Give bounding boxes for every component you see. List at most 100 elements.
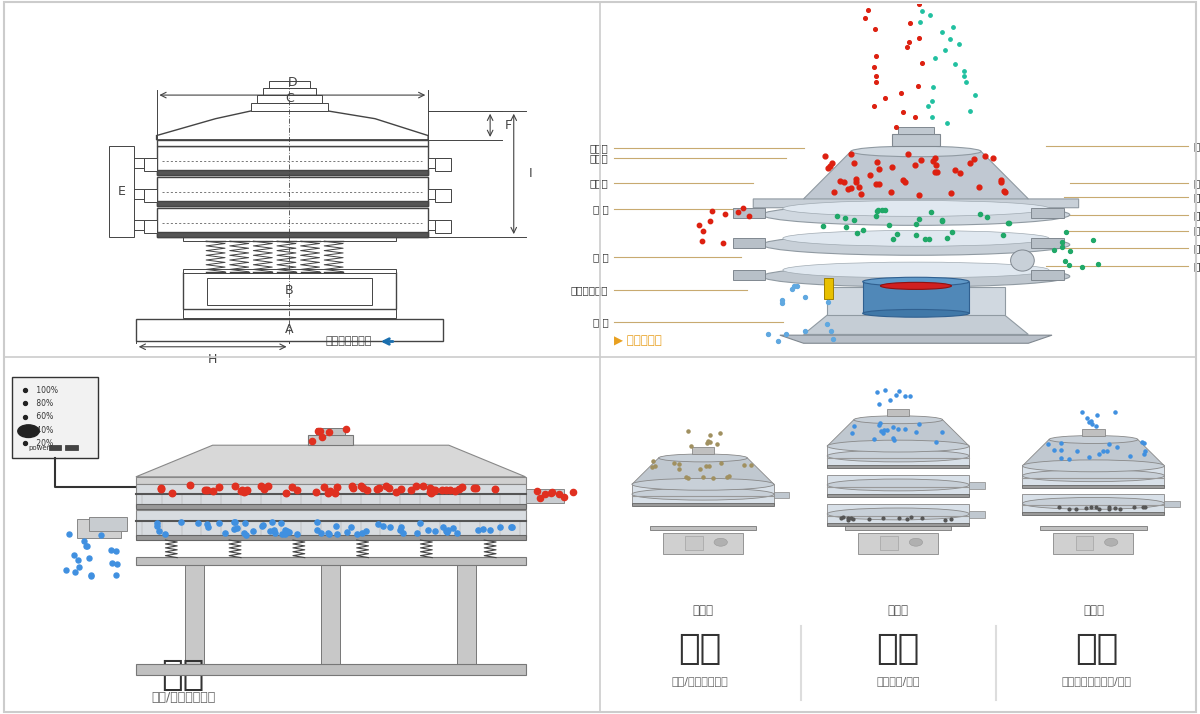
Point (796, 291, 815, 303)
Point (374, 521, 394, 532)
Point (884, 434, 904, 446)
Point (1060, 260, 1079, 271)
Point (325, 488, 344, 499)
Text: I: I (528, 168, 532, 181)
Bar (881, 536, 898, 550)
Point (197, 485, 216, 496)
Bar (1022, 493, 1164, 513)
Point (1098, 446, 1117, 457)
Point (670, 458, 689, 470)
Bar (1054, 533, 1133, 554)
Point (308, 426, 328, 437)
Point (422, 487, 442, 498)
Bar (136, 535, 526, 540)
Point (342, 521, 361, 533)
Text: 上部重锤: 上部重锤 (1194, 210, 1200, 220)
Bar (184, 309, 396, 318)
Point (977, 211, 996, 222)
Point (68, 555, 88, 566)
Point (1055, 256, 1074, 267)
Point (835, 176, 854, 187)
Point (869, 204, 888, 216)
Bar (428, 220, 448, 230)
Point (950, 168, 970, 179)
Bar (124, 189, 144, 198)
Point (368, 518, 388, 530)
Point (696, 461, 715, 472)
Point (410, 518, 430, 529)
Point (198, 521, 217, 533)
Point (919, 233, 938, 245)
Point (210, 517, 229, 528)
Text: 分级: 分级 (162, 658, 205, 693)
Point (438, 525, 457, 536)
Point (836, 221, 856, 232)
Point (814, 221, 833, 232)
Point (1080, 417, 1099, 428)
Point (1084, 234, 1103, 246)
Point (718, 471, 737, 483)
Point (880, 220, 899, 231)
Point (16, 398, 35, 409)
Point (719, 470, 738, 481)
Bar (184, 272, 396, 309)
Bar (1022, 485, 1164, 488)
Point (866, 51, 886, 62)
Point (701, 216, 720, 227)
Point (1105, 406, 1124, 418)
Point (82, 570, 101, 582)
Polygon shape (156, 111, 428, 140)
Point (889, 512, 908, 523)
Point (925, 152, 944, 164)
Point (700, 437, 719, 448)
Point (1073, 261, 1092, 273)
Text: 100%: 100% (35, 386, 59, 395)
Point (1073, 406, 1092, 418)
Point (1082, 418, 1102, 429)
Point (275, 524, 294, 536)
Point (319, 527, 338, 538)
Bar (434, 158, 451, 171)
Bar (136, 511, 526, 536)
Point (224, 516, 244, 528)
Point (260, 525, 280, 536)
Point (1051, 453, 1070, 464)
Bar (322, 565, 340, 665)
Polygon shape (632, 458, 774, 484)
Point (1136, 445, 1156, 456)
Point (311, 528, 330, 539)
Point (697, 438, 716, 449)
Point (326, 521, 346, 532)
Bar (827, 446, 970, 466)
Text: E: E (118, 185, 126, 198)
Ellipse shape (762, 204, 1069, 226)
Bar (898, 127, 934, 134)
Point (527, 486, 546, 497)
Point (995, 186, 1014, 197)
Point (869, 178, 888, 190)
Point (678, 426, 697, 437)
Ellipse shape (659, 454, 748, 462)
Ellipse shape (827, 508, 970, 520)
Point (976, 150, 995, 161)
Point (319, 426, 338, 438)
Point (882, 161, 901, 173)
Point (932, 214, 952, 226)
Point (946, 164, 965, 176)
Point (1086, 501, 1105, 513)
Bar (457, 565, 476, 665)
Point (773, 294, 792, 306)
Point (954, 70, 973, 81)
Point (899, 36, 918, 48)
Point (866, 156, 886, 167)
Point (960, 157, 979, 169)
Bar (156, 208, 428, 237)
Bar (664, 533, 743, 554)
Point (906, 159, 925, 171)
Text: 分级: 分级 (678, 632, 721, 666)
Ellipse shape (632, 488, 774, 500)
Point (818, 318, 838, 330)
Point (946, 59, 965, 70)
Point (163, 487, 182, 498)
Point (1044, 444, 1063, 456)
